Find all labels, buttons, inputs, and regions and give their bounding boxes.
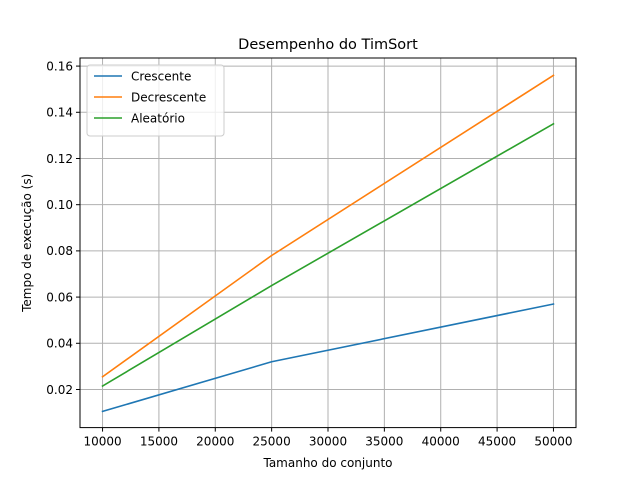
x-tick-label: 10000: [83, 435, 121, 449]
x-tick-label: 35000: [365, 435, 403, 449]
chart-title: Desempenho do TimSort: [238, 37, 418, 53]
y-tick-label: 0.10: [46, 198, 73, 212]
x-tick-label: 25000: [253, 435, 291, 449]
y-tick-label: 0.04: [46, 337, 73, 351]
x-tick-label: 40000: [422, 435, 460, 449]
series-group: [101, 74, 555, 413]
y-tick-label: 0.14: [46, 106, 73, 120]
series-line-2: [101, 122, 555, 388]
y-tick-label: 0.08: [46, 244, 73, 258]
legend-label: Crescente: [131, 69, 191, 83]
series-line-1: [101, 74, 555, 378]
grid: [80, 58, 576, 428]
y-tick-label: 0.02: [46, 383, 73, 397]
y-tick-label: 0.06: [46, 290, 73, 304]
y-tick-label: 0.12: [46, 152, 73, 166]
x-tick-label: 15000: [140, 435, 178, 449]
x-axis-label: Tamanho do conjunto: [262, 456, 392, 470]
legend-label: Aleatório: [131, 111, 185, 125]
series-line-0: [101, 303, 555, 413]
legend: Crescente Decrescente Aleatório: [86, 64, 225, 137]
x-tick-label: 20000: [196, 435, 234, 449]
ticks: 10000 15000 20000 25000 30000 35000 40000 45000…: [46, 59, 572, 448]
legend-label: Decrescente: [131, 90, 206, 104]
y-axis-label: Tempo de execução (s): [20, 174, 34, 313]
x-tick-label: 50000: [534, 435, 572, 449]
x-tick-label: 30000: [309, 435, 347, 449]
x-tick-label: 45000: [478, 435, 516, 449]
y-tick-label: 0.16: [46, 59, 73, 73]
